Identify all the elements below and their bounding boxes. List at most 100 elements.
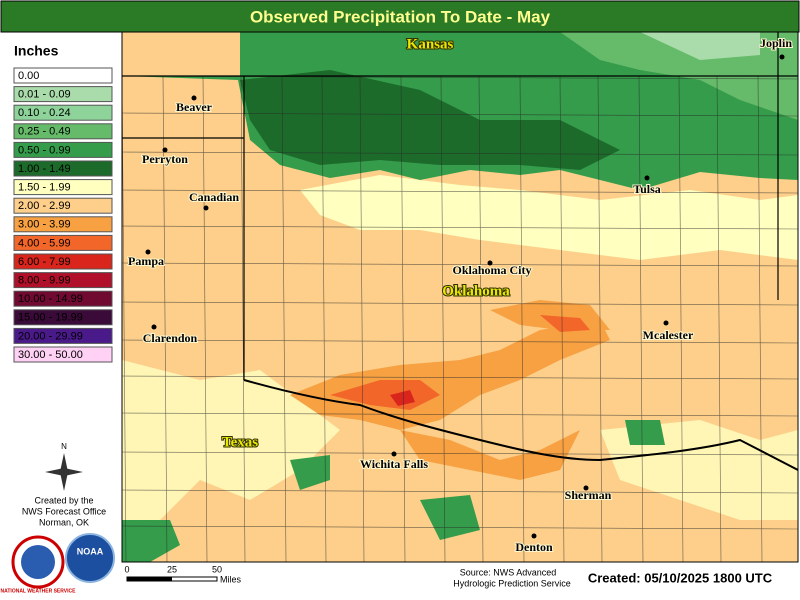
rain-area bbox=[625, 420, 665, 445]
county-line bbox=[519, 75, 525, 562]
rain-area bbox=[420, 495, 480, 540]
legend-swatch bbox=[13, 216, 113, 233]
legend-swatch bbox=[13, 160, 113, 177]
county-lines bbox=[122, 75, 798, 562]
county-line bbox=[122, 225, 798, 230]
county-line bbox=[122, 112, 798, 117]
city-label: Sherman bbox=[565, 488, 612, 502]
county-line bbox=[440, 75, 446, 562]
legend-label: 0.10 - 0.24 bbox=[18, 107, 71, 119]
county-line bbox=[478, 75, 484, 562]
city-label: Mcalester bbox=[643, 328, 694, 342]
legend-swatch bbox=[13, 104, 113, 121]
city-label: Oklahoma City bbox=[452, 263, 531, 277]
rain-area bbox=[390, 390, 415, 406]
rain-area bbox=[122, 520, 180, 562]
county-line bbox=[321, 75, 327, 562]
county-line bbox=[281, 75, 287, 562]
county-line bbox=[716, 75, 722, 562]
county-line bbox=[122, 189, 798, 194]
legend-title: Inches bbox=[14, 43, 59, 59]
legend-swatch bbox=[13, 290, 113, 307]
rain-area bbox=[240, 70, 620, 170]
scale-unit: Miles bbox=[220, 574, 242, 584]
source-text: Source: NWS Advanced bbox=[460, 567, 557, 577]
city-label: Denton bbox=[515, 540, 553, 554]
county-line bbox=[597, 75, 603, 562]
city-label: Wichita Falls bbox=[360, 457, 428, 471]
county-line bbox=[559, 75, 565, 562]
county-line bbox=[359, 75, 365, 562]
county-line bbox=[400, 75, 406, 562]
city-label: Canadian bbox=[189, 190, 239, 204]
rain-area bbox=[122, 32, 240, 76]
legend-label: 0.00 bbox=[18, 70, 39, 82]
legend-label: 15.00 - 19.99 bbox=[18, 312, 83, 324]
office-text: Norman, OK bbox=[39, 517, 89, 527]
rain-area bbox=[640, 32, 760, 60]
logo-text: NOAA bbox=[77, 546, 104, 556]
scale-tick: 0 bbox=[124, 564, 129, 574]
legend-label: 2.00 - 2.99 bbox=[18, 200, 71, 212]
logo-text: NATIONAL WEATHER SERVICE bbox=[1, 588, 77, 594]
county-line bbox=[122, 262, 798, 267]
nws-logo bbox=[21, 545, 55, 579]
rain-area bbox=[400, 430, 580, 480]
created-text: Created: 05/10/2025 1800 UTC bbox=[588, 570, 773, 585]
legend-label: 1.00 - 1.49 bbox=[18, 163, 71, 175]
state-label: Kansas bbox=[407, 36, 454, 52]
county-line bbox=[122, 339, 798, 344]
county-line bbox=[122, 412, 798, 417]
legend-swatch bbox=[13, 234, 113, 251]
legend-label: 0.25 - 0.49 bbox=[18, 126, 71, 138]
map-frame bbox=[121, 31, 799, 563]
state-label: Oklahoma bbox=[442, 283, 510, 299]
legend-label: 4.00 - 5.99 bbox=[18, 237, 71, 249]
legend-label: 0.01 - 0.09 bbox=[18, 89, 71, 101]
county-line bbox=[122, 151, 798, 156]
county-line bbox=[757, 75, 763, 562]
city-label: Joplin bbox=[760, 36, 792, 50]
scale-tick: 50 bbox=[212, 564, 222, 574]
city-label: Tulsa bbox=[633, 182, 661, 196]
legend-label: 30.00 - 50.00 bbox=[18, 349, 83, 361]
county-line bbox=[122, 375, 798, 380]
legend-swatch bbox=[13, 272, 113, 289]
legend-label: 0.50 - 0.99 bbox=[18, 144, 71, 156]
county-line bbox=[678, 75, 684, 562]
rain-area bbox=[122, 360, 340, 520]
scale-tick: 25 bbox=[167, 564, 177, 574]
legend-swatch bbox=[13, 197, 113, 214]
noaa-logo bbox=[65, 533, 115, 583]
rain-area bbox=[300, 175, 798, 260]
county-line bbox=[638, 75, 644, 562]
county-line bbox=[202, 75, 208, 562]
legend-label: 20.00 - 29.99 bbox=[18, 330, 83, 342]
city-label: Beaver bbox=[176, 100, 213, 114]
title-bar bbox=[0, 0, 800, 33]
county-line bbox=[162, 75, 168, 562]
legend-label: 8.00 - 9.99 bbox=[18, 275, 71, 287]
legend-swatch bbox=[13, 86, 113, 103]
county-line bbox=[122, 301, 798, 306]
legend-swatch bbox=[13, 253, 113, 270]
county-line bbox=[122, 525, 798, 530]
office-text: Created by the bbox=[34, 495, 93, 505]
state-label: Texas bbox=[222, 434, 258, 450]
legend-swatch bbox=[13, 67, 113, 84]
county-line bbox=[122, 451, 798, 456]
legend-swatch bbox=[13, 123, 113, 140]
compass: N bbox=[45, 442, 83, 491]
legend-swatch bbox=[13, 179, 113, 196]
legend-label: 6.00 - 7.99 bbox=[18, 256, 71, 268]
legend-label: 10.00 - 14.99 bbox=[18, 293, 83, 305]
source-text: Hydrologic Prediction Service bbox=[453, 578, 571, 588]
legend-label: 3.00 - 3.99 bbox=[18, 219, 71, 231]
legend: 0.00 0.01 - 0.09 0.10 - 0.24 0.25 - 0.49 0.5… bbox=[13, 67, 113, 363]
compass-label: N bbox=[61, 442, 67, 451]
rain-area bbox=[540, 315, 590, 332]
rain-area bbox=[290, 455, 330, 490]
legend-label: 1.50 - 1.99 bbox=[18, 182, 71, 194]
office-text: NWS Forecast Office bbox=[22, 506, 106, 516]
